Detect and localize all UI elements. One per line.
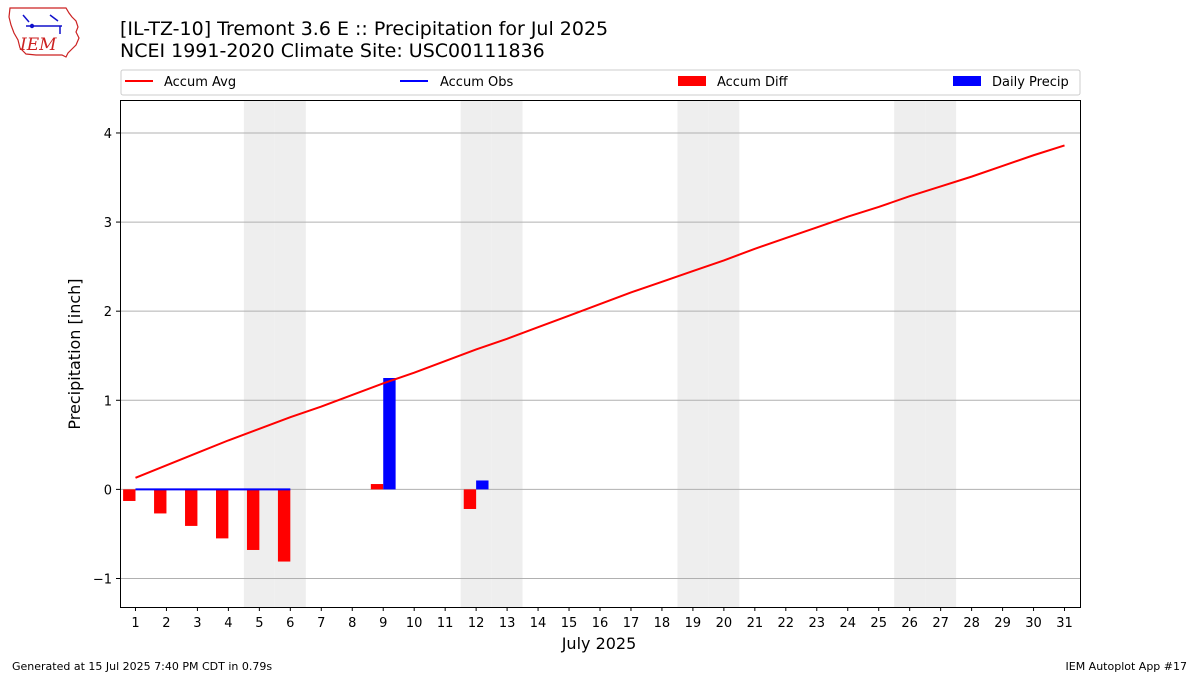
xtick-label: 27	[932, 616, 949, 631]
xtick-label: 1	[131, 616, 139, 631]
legend-label-daily-precip: Daily Precip	[992, 75, 1069, 90]
bars	[123, 378, 489, 562]
legend-box	[120, 69, 1081, 96]
legend-swatch-accum-diff	[678, 76, 706, 86]
accum-diff-bar-5	[246, 489, 260, 550]
weekend-band-19	[677, 100, 709, 607]
daily-precip-bar-9	[383, 378, 396, 490]
lines	[135, 144, 1065, 491]
xtick-label: 3	[193, 616, 201, 631]
xtick-label: 12	[468, 616, 485, 631]
ytick-label: −1	[93, 572, 112, 587]
ytick-label: 2	[104, 305, 112, 320]
xtick-label: 28	[963, 616, 980, 631]
xtick-label: 24	[839, 616, 856, 631]
xtick-label: 5	[255, 616, 263, 631]
xtick-label: 23	[809, 616, 826, 631]
logo-text: IEM	[19, 35, 57, 55]
xtick-label: 20	[716, 616, 733, 631]
xtick-label: 21	[747, 616, 764, 631]
accum-diff-bar-1	[123, 489, 136, 501]
xtick-label: 6	[286, 616, 294, 631]
xtick-label: 26	[901, 616, 918, 631]
xtick-label: 11	[437, 616, 454, 631]
xtick-label: 19	[685, 616, 702, 631]
xtick-label: 9	[379, 616, 387, 631]
x-ticks: 1 2 3 4 5 6 7 8 9 10 11 12 13 14 15 16 17 18 19 20 21 22 23 24 2…	[131, 607, 1073, 631]
xtick-label: 30	[1025, 616, 1042, 631]
chart-subtitle: NCEI 1991-2020 Climate Site: USC00111836	[120, 40, 545, 62]
y-axis-label: Precipitation [inch]	[65, 278, 84, 429]
xtick-label: 31	[1056, 616, 1073, 631]
y-ticks: −1 0 1 2 3 4	[93, 127, 120, 587]
ytick-label: 0	[104, 483, 112, 498]
ytick-label: 4	[104, 127, 112, 142]
legend-label-accum-avg: Accum Avg	[164, 75, 236, 90]
accum-diff-bar-6	[277, 489, 291, 562]
iem-logo: IEM	[6, 5, 82, 59]
legend-label-accum-obs: Accum Obs	[440, 75, 513, 90]
xtick-label: 4	[224, 616, 232, 631]
xtick-label: 25	[870, 616, 887, 631]
ytick-label: 3	[104, 216, 112, 231]
accum-diff-bar-4	[216, 489, 229, 539]
footer-app: IEM Autoplot App #17	[1065, 660, 1188, 673]
legend-label-accum-diff: Accum Diff	[717, 75, 789, 90]
accum-diff-bar-3	[185, 489, 198, 526]
weekend-band-13	[491, 100, 523, 607]
daily-precip-bar-12	[476, 480, 489, 490]
weekend-band-27	[925, 100, 957, 607]
x-axis-label: July 2025	[561, 634, 637, 653]
xtick-label: 29	[994, 616, 1011, 631]
accum-avg-line	[135, 144, 1065, 479]
xtick-label: 16	[592, 616, 609, 631]
xtick-label: 13	[499, 616, 516, 631]
xtick-label: 17	[623, 616, 640, 631]
legend: Accum Avg Accum Obs Accum Diff Daily Pre…	[120, 69, 1081, 96]
xtick-label: 15	[561, 616, 578, 631]
xtick-label: 8	[348, 616, 356, 631]
xtick-label: 18	[654, 616, 671, 631]
footer-generated: Generated at 15 Jul 2025 7:40 PM CDT in …	[12, 660, 273, 673]
xtick-label: 10	[406, 616, 423, 631]
accum-diff-bar-2	[154, 489, 167, 514]
xtick-label: 14	[530, 616, 547, 631]
xtick-label: 7	[317, 616, 325, 631]
xtick-label: 2	[162, 616, 170, 631]
weekend-band-20	[708, 100, 740, 607]
accum-diff-bar-9	[370, 484, 384, 490]
weekend-shading	[243, 100, 957, 607]
xtick-label: 22	[778, 616, 795, 631]
chart-title: [IL-TZ-10] Tremont 3.6 E :: Precipitatio…	[120, 18, 609, 40]
weekend-band-26	[894, 100, 926, 607]
accum-diff-bar-12	[463, 489, 477, 509]
legend-swatch-daily-precip	[953, 76, 981, 86]
ytick-label: 1	[104, 394, 112, 409]
